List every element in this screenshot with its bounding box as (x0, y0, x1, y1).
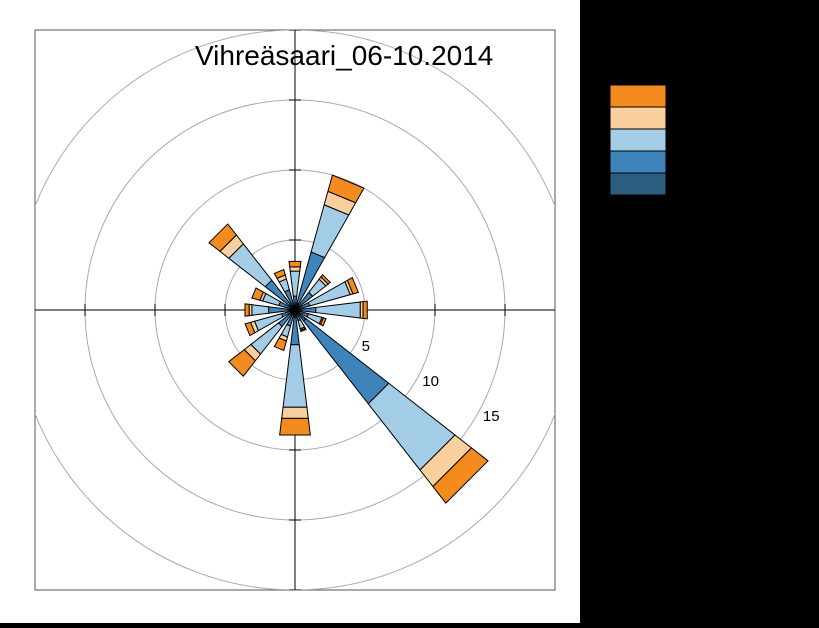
windrose-bar-segment (290, 267, 301, 271)
ring-label: 10 (422, 373, 439, 390)
windrose-bar-segment (283, 345, 307, 408)
windrose-bar-segment (252, 305, 269, 316)
legend-swatch (610, 173, 666, 195)
windrose-chart: 5 10 15 (0, 0, 580, 623)
legend-swatch (610, 107, 666, 129)
windrose-bar-segment (304, 319, 389, 404)
chart-title: Vihreäsaari_06-10.2014 (195, 40, 493, 72)
windrose-bar-segment (289, 261, 301, 267)
windrose-bar-segment (363, 301, 367, 319)
windrose-bar-segment (282, 407, 309, 418)
windrose-bar-segment (245, 304, 249, 316)
windrose-bar-segment (274, 338, 286, 350)
legend-panel (580, 0, 819, 623)
ring-label: 5 (362, 338, 370, 355)
windrose-bar-segment (290, 271, 300, 296)
legend-swatch (610, 129, 666, 151)
legend (580, 0, 819, 623)
plot-panel: 5 10 15 Vihreäsaari_06-10.2014 (0, 0, 580, 623)
windrose-bar-segment (316, 302, 360, 318)
ring-label: 15 (483, 408, 500, 425)
legend-swatch (610, 85, 666, 107)
windrose-bar-segment (280, 418, 311, 435)
legend-swatch (610, 151, 666, 173)
